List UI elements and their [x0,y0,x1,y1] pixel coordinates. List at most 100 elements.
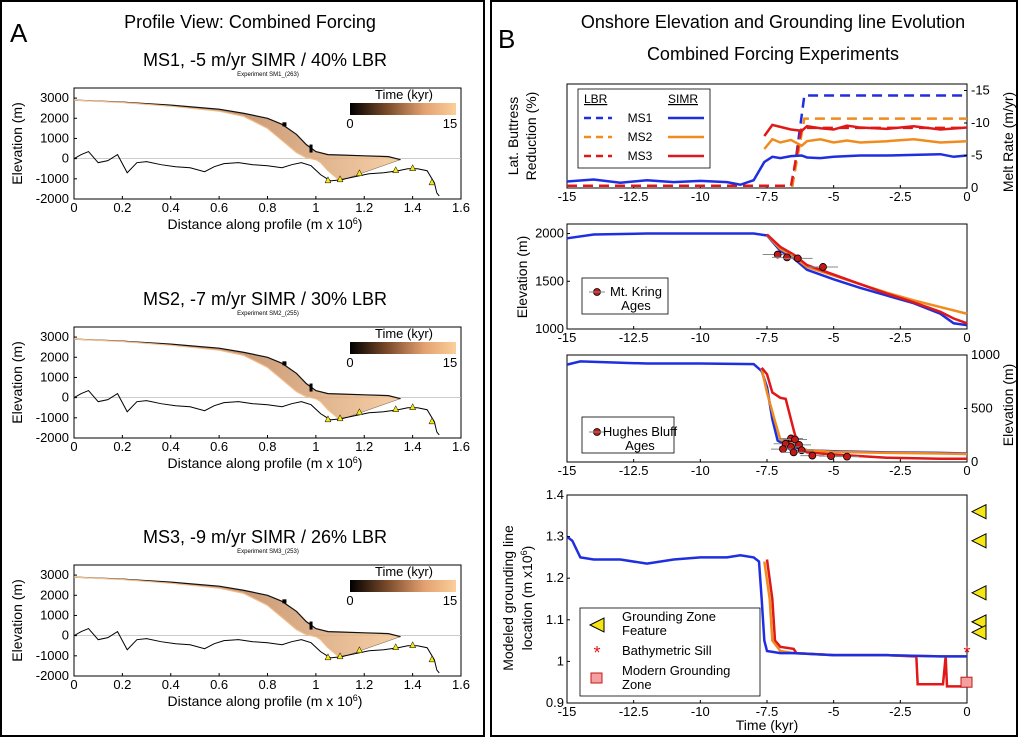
x-axis-label-sup: 6 [353,693,358,703]
y-tick-label: 1000 [40,130,69,145]
x-tick-label: 0.8 [258,677,276,692]
legend-label: MS2 [628,130,653,144]
y-axis-label: Elevation (m) [9,341,25,423]
grounding-line-ms1 [566,535,967,658]
grounding-line-plot: -15 -12.5 -10 -7.5 -5 -2.5 0 * 0.9 1 1.1 1.2 1.3 1.4 T… [500,487,987,733]
x-tick-label: 1 [312,677,319,692]
legend-label-line2: Zone [622,677,652,692]
grounding-zone-feature-marker [970,624,987,641]
x-tick-label: 0.4 [162,200,180,215]
hughes-bluff-age-point [827,452,835,461]
initial-surface-line [73,338,401,400]
legend-label-line1: Modern Grounding [622,663,730,678]
panel-a-letter: A [10,18,28,48]
y-tick-label: 1500 [535,273,564,288]
x-tick-label: -12.5 [619,704,649,719]
grounding-line-ms2 [763,561,967,658]
mt-kring-age-point [819,263,827,271]
sample-site-marker [309,144,313,153]
hughes-bluff-elevation-plot: -15 -12.5 -10 -7.5 -5 -2.5 00 500 1000Elevation … [558,347,1016,478]
x-tick-label: -7.5 [756,704,778,719]
x-tick-label: 0 [70,677,77,692]
legend-label-line1: Hughes Bluff [603,424,678,439]
x-axis-label: Distance along profile (m x 106) [168,455,363,471]
x-tick-label: 1.6 [452,439,470,454]
sample-site-marker [282,361,287,366]
x-tick-label: 0.4 [162,677,180,692]
y-tick-label: -1000 [36,648,69,663]
legend-modern-gz-marker [590,672,603,684]
x-tick-label: -2.5 [889,189,911,204]
sample-site-marker [282,122,287,127]
grounding-zone-feature-marker [970,614,987,630]
grounding-zone-feature-marker [970,532,987,549]
experiment-label: Experiment SM2_(255) [237,311,299,317]
x-tick-label: 1.2 [355,200,373,215]
x-tick-label: 1.2 [355,677,373,692]
grounding-line-ms3 [765,559,967,688]
x-tick-label: 1.4 [404,677,422,692]
modern-grounding-zone-marker [960,676,973,688]
panel-b-letter: B [498,24,515,54]
sample-site-marker [309,621,313,630]
grounding-zone-marker [356,169,363,177]
x-tick-label: -15 [558,330,577,345]
legend-label: Bathymetric Sill [622,643,712,658]
y-right-tick-label: 500 [971,401,993,416]
experiment-label: Experiment SM1_(263) [237,72,299,78]
grounding-zone-marker [409,164,417,171]
panel-a-title: Profile View: Combined Forcing [124,12,376,32]
y-tick-label: -1000 [36,171,69,186]
x-tick-label: 0.2 [113,677,131,692]
profile-plot-2: MS2, -7 m/yr SIMR / 30% LBR Experiment SM… [9,289,470,471]
mt-kring-elevation-plot: -15 -12.5 -10 -7.5 -5 -2.5 0 1000 1500 2000 Elevat… [514,223,971,345]
grounding-zone-marker [409,641,417,648]
x-tick-label: 0.8 [258,200,276,215]
x-tick-label: 1 [312,200,319,215]
grounding-zone-marker [336,414,344,422]
bathymetric-sill-marker: * [963,643,970,663]
buttress-melt-plot: -15 -12.5 -10 -7.5 -5 -2.5 00 -5 -10 -15 Lat. Butt… [505,83,1016,205]
x-tick-label: -15 [558,189,577,204]
simr-line-ms3 [763,123,968,137]
x-tick-label: 0 [963,463,970,478]
legend-label: MS1 [628,111,653,125]
x-tick-label: -7.5 [756,463,778,478]
y-right-tick-label: 1000 [971,347,1000,362]
x-tick-label: 0.6 [210,677,228,692]
initial-surface-line [73,99,401,161]
x-tick-label: 0 [70,439,77,454]
y-tick-label: 3000 [40,567,69,582]
x-tick-label: 1.6 [452,200,470,215]
y-axis-label-sup: 6 [519,550,529,555]
profile-title: MS1, -5 m/yr SIMR / 40% LBR [143,50,387,70]
grounding-zone-marker [336,652,344,660]
y-tick-label: 0 [62,628,69,643]
x-tick-label: -10 [691,463,710,478]
y-tick-label: 2000 [40,349,69,364]
y-tick-label: 3000 [40,90,69,105]
y-tick-label: -2000 [36,191,69,206]
simr-line-ms2 [763,137,968,150]
hughes-bluff-age-point [791,435,799,444]
y-right-tick-label: -15 [971,83,990,98]
legend-label-line1: Mt. Kring [610,284,662,299]
elevation-line-ms3 [766,233,968,325]
x-tick-label: 1.4 [404,200,422,215]
legend-grounding-zone-marker [588,617,605,633]
y-right-tick-label: -5 [971,148,983,163]
y-axis-label: Elevation (m) [9,579,25,661]
grounding-zone-marker [428,655,436,663]
hughes-bluff-age-point [789,448,798,457]
legend-box [579,607,761,697]
panel-b-title-line1: Onshore Elevation and Grounding line Evo… [581,12,965,32]
grounding-zone-marker [356,646,363,654]
panel-b-frame [490,0,1018,737]
y-tick-label: -2000 [36,430,69,445]
grounding-zone-marker [336,175,344,183]
panel-a-frame [0,0,485,737]
x-tick-label: -5 [828,189,840,204]
hughes-bluff-age-point [808,451,817,460]
